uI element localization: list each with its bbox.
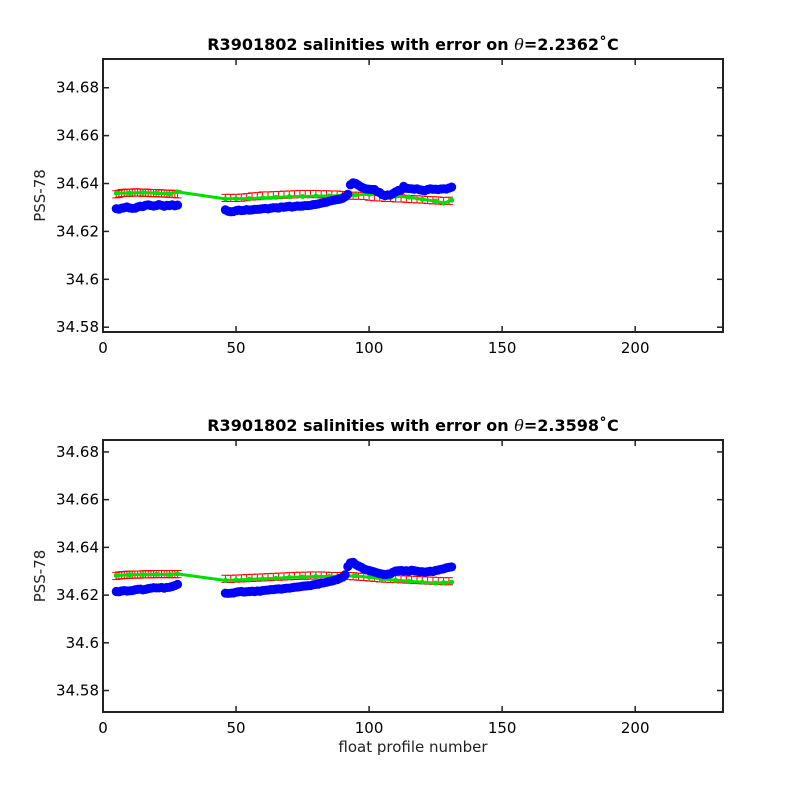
mapped-salinity-point: [153, 571, 159, 577]
mapped-salinity-point: [286, 574, 292, 580]
mapped-salinity-point: [113, 190, 119, 196]
mapped-salinity-point: [300, 193, 306, 199]
mapped-salinity-point: [441, 580, 447, 586]
y-axis-label: PSS-78: [31, 169, 49, 222]
mapped-salinity-point: [366, 574, 372, 580]
mapped-salinity-point: [273, 575, 279, 581]
y-tick-label: 34.64: [56, 538, 99, 556]
chart-title-theta: θ: [514, 35, 524, 54]
y-tick-label: 34.58: [56, 682, 99, 700]
x-tick-label: 150: [488, 719, 517, 737]
chart-title: R3901802 salinities with error on θ=2.23…: [207, 35, 619, 54]
mapped-salinity-point: [246, 576, 252, 582]
mapped-salinity-point: [419, 579, 425, 585]
mapped-salinity-point: [406, 578, 412, 584]
mapped-salinity-point: [433, 198, 439, 204]
plot-frame: [102, 58, 724, 333]
x-tick-label: 200: [621, 719, 650, 737]
mapped-salinity-point: [153, 190, 159, 196]
x-tick-label: 50: [227, 339, 246, 357]
chart-title-text: R3901802 salinities with error on: [207, 35, 514, 54]
x-tick-label: 50: [227, 719, 246, 737]
mapped-salinity-point: [286, 194, 292, 200]
mapped-salinity-point: [167, 191, 173, 197]
plot-frame: [102, 439, 724, 713]
chart-title-value: =2.2362˚C: [524, 35, 619, 54]
chart-title-value: =2.3598˚C: [524, 416, 619, 435]
y-tick-label: 34.62: [56, 586, 99, 604]
chart-title-theta: θ: [514, 416, 524, 435]
mapped-salinity-point: [113, 573, 119, 579]
mapped-salinity-point: [419, 196, 425, 202]
mapped-salinity-point: [393, 577, 399, 583]
chart-panel-1: R3901802 salinities with error on θ=2.23…: [31, 35, 724, 357]
y-tick-label: 34.64: [56, 175, 99, 193]
mapped-salinity-point: [127, 190, 133, 196]
mapped-salinity-point: [233, 196, 239, 202]
chart-panel-2: R3901802 salinities with error on θ=2.35…: [31, 416, 724, 756]
mapped-salinity-point: [246, 196, 252, 202]
mapped-salinity-point: [260, 195, 266, 201]
mapped-salinity-point: [140, 572, 146, 578]
y-tick-label: 34.66: [56, 127, 99, 145]
float-salinity-point: [446, 562, 457, 572]
x-tick-label: 0: [98, 339, 108, 357]
mapped-salinity-point: [175, 189, 181, 195]
x-tick-label: 0: [98, 719, 108, 737]
y-tick-label: 34.68: [56, 79, 99, 97]
chart-title-text: R3901802 salinities with error on: [207, 416, 514, 435]
mapped-salinity-point: [300, 574, 306, 580]
y-axis-label: PSS-78: [31, 550, 49, 603]
mapped-salinity-point: [222, 578, 228, 584]
mapped-salinity-point: [313, 573, 319, 579]
y-tick-label: 34.6: [66, 634, 99, 652]
mapped-salinity-point: [441, 200, 447, 206]
float-salinity-point: [172, 200, 183, 210]
mapped-salinity-point: [127, 572, 133, 578]
mapped-salinity-point: [233, 577, 239, 583]
x-tick-label: 200: [621, 339, 650, 357]
mapped-salinity-point: [433, 580, 439, 586]
y-tick-label: 34.66: [56, 491, 99, 509]
float-salinity-point: [340, 570, 350, 580]
mapped-salinity-point: [140, 190, 146, 196]
mapped-salinity-point: [260, 576, 266, 582]
float-salinity-point: [446, 182, 457, 192]
mapped-salinity-point: [449, 579, 455, 585]
y-tick-label: 34.58: [56, 318, 99, 336]
x-tick-label: 150: [488, 339, 517, 357]
mapped-salinity-point: [353, 573, 359, 579]
chart-title: R3901802 salinities with error on θ=2.35…: [207, 416, 619, 435]
x-tick-label: 100: [355, 719, 384, 737]
mapped-salinity-point: [273, 194, 279, 200]
mapped-salinity-point: [353, 192, 359, 198]
float-salinity-point: [172, 579, 183, 589]
mapped-salinity-point: [313, 193, 319, 199]
mapped-salinity-point: [449, 197, 455, 203]
y-tick-label: 34.6: [66, 270, 99, 288]
y-tick-label: 34.68: [56, 443, 99, 461]
x-tick-label: 100: [355, 339, 384, 357]
mapped-salinity-point: [222, 196, 228, 202]
x-axis-label: float profile number: [338, 738, 488, 756]
float-salinity-point: [343, 189, 353, 199]
mapped-salinity-point: [167, 572, 173, 578]
y-tick-label: 34.62: [56, 222, 99, 240]
mapped-salinity-point: [175, 571, 181, 577]
mapped-salinity-point: [406, 194, 412, 200]
